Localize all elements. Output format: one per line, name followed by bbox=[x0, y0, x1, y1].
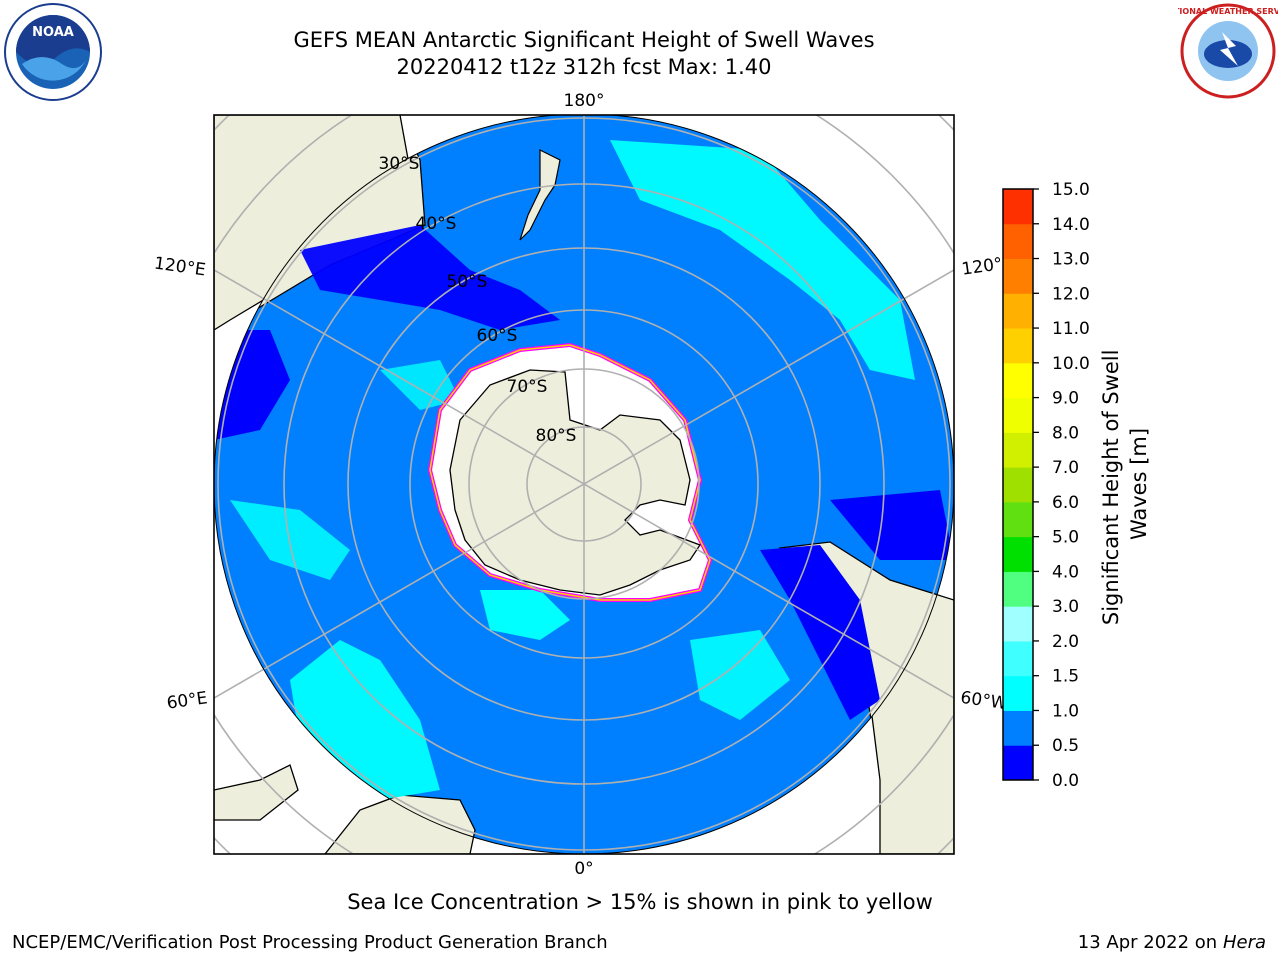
colorbar-segment bbox=[1003, 328, 1033, 364]
credit-host: Hera bbox=[1222, 932, 1266, 953]
colorbar-tick-label: 0.0 bbox=[1052, 771, 1079, 791]
lon-label-120e: 120°E bbox=[153, 253, 207, 280]
lon-label-180: 180° bbox=[564, 91, 605, 111]
credit-date: 13 Apr 2022 on bbox=[1077, 932, 1223, 953]
colorbar-segment bbox=[1003, 710, 1033, 746]
lon-label-120w: 120° bbox=[960, 254, 1003, 280]
colorbar-segment bbox=[1003, 189, 1033, 225]
colorbar-segment bbox=[1003, 467, 1033, 503]
lat-label-60s: 60°S bbox=[477, 326, 518, 346]
colorbar-segment bbox=[1003, 362, 1033, 399]
graticule bbox=[214, 115, 954, 854]
lon-label-0: 0° bbox=[574, 859, 593, 879]
colorbar-tick-label: 2.0 bbox=[1052, 632, 1079, 652]
colorbar-tick-label: 11.0 bbox=[1052, 319, 1090, 339]
colorbar-tick-label: 1.0 bbox=[1052, 701, 1079, 721]
colorbar-tick-label: 12.0 bbox=[1052, 284, 1090, 304]
colorbar-tick-label: 4.0 bbox=[1052, 562, 1079, 582]
colorbar-segment bbox=[1003, 223, 1033, 260]
colorbar-segment bbox=[1003, 571, 1033, 607]
noaa-logo-text: NOAA bbox=[32, 25, 74, 40]
colorbar-tick-label: 10.0 bbox=[1052, 354, 1090, 374]
nws-logo-icon: NATIONAL WEATHER SERVICE bbox=[1178, 3, 1278, 99]
colorbar-title: Significant Height of Swell Waves [m] bbox=[1099, 343, 1151, 625]
lon-label-60w: 60°W bbox=[959, 688, 1008, 714]
colorbar-segment bbox=[1003, 675, 1033, 711]
lat-label-30s: 30°S bbox=[379, 154, 420, 174]
colorbar-tick-label: 13.0 bbox=[1052, 250, 1090, 270]
colorbar-tick-label: 9.0 bbox=[1052, 389, 1079, 409]
land-new-zealand bbox=[519, 149, 561, 241]
colorbar-tick-label: 7.0 bbox=[1052, 458, 1079, 478]
map-title: GEFS MEAN Antarctic Significant Height o… bbox=[293, 28, 875, 52]
colorbar-title-line2: Waves [m] bbox=[1127, 428, 1151, 540]
colorbar-frame bbox=[1002, 188, 1034, 781]
colorbar-segment bbox=[1003, 640, 1033, 677]
noaa-logo-icon: NOAA bbox=[4, 3, 102, 101]
colorbar-tick-label: 1.5 bbox=[1052, 667, 1079, 687]
colorbar-segment bbox=[1003, 606, 1033, 642]
lat-label-50s: 50°S bbox=[447, 272, 488, 292]
colorbar-title-line1: Significant Height of Swell bbox=[1099, 350, 1123, 626]
lon-label-60e: 60°E bbox=[166, 688, 209, 713]
colorbar-tick-label: 0.5 bbox=[1052, 736, 1079, 756]
land-madagascar bbox=[214, 764, 299, 821]
colorbar: 15.0 14.0 13.0 12.0 11.0 10.0 9.0 8.0 7.0 6.0 5.0 4… bbox=[1002, 180, 1090, 791]
colorbar-tick-label: 3.0 bbox=[1052, 597, 1079, 617]
credit-left: NCEP/EMC/Verification Post Processing Pr… bbox=[12, 932, 608, 953]
colorbar-tick-label: 5.0 bbox=[1052, 528, 1079, 548]
colorbar-tick-label: 15.0 bbox=[1052, 180, 1090, 200]
colorbar-tick-label: 8.0 bbox=[1052, 423, 1079, 443]
colorbar-segment bbox=[1003, 397, 1033, 433]
colorbar-segment bbox=[1003, 432, 1033, 468]
colorbar-tick-label: 14.0 bbox=[1052, 215, 1090, 235]
colorbar-segment bbox=[1003, 293, 1033, 329]
colorbar-tick-label: 6.0 bbox=[1052, 493, 1079, 513]
nws-logo-text: NATIONAL WEATHER SERVICE bbox=[1178, 7, 1278, 16]
colorbar-segment bbox=[1003, 258, 1033, 294]
lat-label-80s: 80°S bbox=[536, 426, 577, 446]
footnote: Sea Ice Concentration > 15% is shown in … bbox=[347, 890, 933, 914]
lat-label-70s: 70°S bbox=[507, 377, 548, 397]
lat-label-40s: 40°S bbox=[416, 214, 457, 234]
colorbar-segment bbox=[1003, 745, 1033, 781]
colorbar-segment bbox=[1003, 536, 1033, 572]
map-panel bbox=[214, 115, 954, 854]
credit-right: 13 Apr 2022 on Hera bbox=[1078, 932, 1266, 953]
map-subtitle: 20220412 t12z 312h fcst Max: 1.40 bbox=[396, 55, 772, 79]
colorbar-segment bbox=[1003, 501, 1033, 538]
